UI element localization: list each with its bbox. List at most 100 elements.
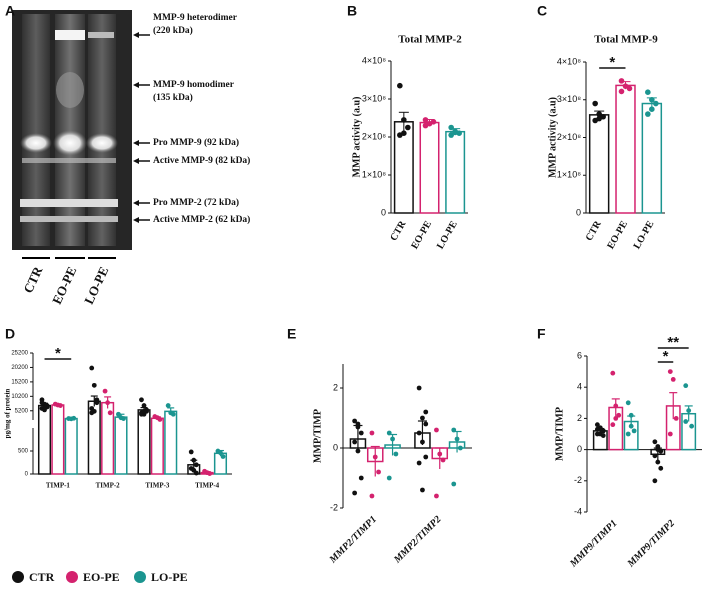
data-point [600,428,606,434]
y-axis-label: MMP activity (a.u) [547,97,558,178]
lane-label: LO-PE [81,264,111,306]
data-point [667,431,673,437]
data-point [58,403,63,408]
data-point [71,415,77,421]
data-point [193,470,199,476]
data-point [352,490,358,496]
data-point [358,430,364,436]
data-point [434,427,439,433]
x-tick-label: TIMP-2 [96,482,121,490]
data-point [139,397,144,403]
data-point [451,427,457,433]
data-point [141,408,147,414]
data-point [628,412,634,418]
data-point [358,475,364,481]
lane-label: EO-PE [49,264,79,306]
chart-title: Total MMP-9 [594,34,658,46]
data-point [420,439,425,445]
bar [419,121,440,214]
data-point [401,117,407,123]
data-point [352,418,358,424]
data-point [652,439,658,445]
data-point [218,450,223,456]
bar [114,416,128,475]
data-point [102,388,108,394]
band-label: (135 kDa) [153,92,193,103]
data-point [401,130,407,136]
band-label: Pro MMP-9 (92 kDa) [153,137,239,148]
data-point [105,400,111,406]
legend-marker [12,571,24,583]
panel-letter: E [287,326,296,342]
y-tick-label: 1×10⁸ [557,170,581,180]
data-point [645,89,651,95]
data-point [655,459,661,465]
significance-label: ** [667,334,679,351]
legend-label: EO-PE [83,570,120,584]
legend-label: LO-PE [151,570,188,584]
data-point [440,457,446,463]
data-point [165,403,171,408]
data-point [652,453,658,459]
data-point [618,78,625,84]
y-tick-label: 2 [577,413,582,423]
data-point [416,430,422,436]
data-point [631,428,637,434]
data-point [170,411,176,417]
legend-label: CTR [29,570,55,584]
data-point [626,85,633,92]
panel-letter: C [537,3,547,19]
data-point [683,383,689,389]
x-tick-label: LO-PE [435,219,460,251]
data-point [386,475,392,481]
data-point [448,132,454,138]
data-point [600,433,606,438]
band-label: (220 kDa) [153,25,193,36]
bar [641,102,663,214]
data-point [220,454,226,459]
data-point [390,436,395,442]
data-point [655,447,661,452]
data-point [618,88,625,95]
panel-letter: F [537,326,546,342]
panel-letter: D [5,326,15,342]
data-point [91,382,97,388]
y-tick-label: 3×10⁸ [557,94,581,104]
bar [445,130,466,214]
x-tick-label: TIMP-1 [46,482,71,490]
lane-label: CTR [20,264,45,296]
data-point [667,369,673,374]
x-tick-label: EO-PE [409,219,434,251]
x-tick-label: TIMP-4 [195,482,220,490]
band-arrowhead [133,32,139,38]
data-point [352,439,358,445]
panel-letter: A [5,3,15,19]
significance-label: * [663,348,669,365]
x-tick-label: EO-PE [605,219,630,251]
data-point [420,487,425,493]
y-tick-label: -2 [574,475,582,485]
data-point [434,493,439,499]
data-point [613,416,619,421]
data-point [355,448,361,454]
data-point [422,122,429,129]
data-point [416,460,422,466]
data-point [625,400,631,406]
y-tick-label: 2 [333,382,338,392]
data-point [423,409,429,415]
y-tick-label: 20200 [11,365,28,371]
y-tick-label: 3×10⁸ [362,93,386,103]
data-point [193,462,199,468]
data-point [405,124,411,131]
data-point [653,100,659,107]
data-point [207,471,213,476]
data-point [437,451,443,457]
data-point [454,436,460,442]
y-tick-label: -2 [330,502,338,512]
y-tick-label: 0 [381,207,386,217]
data-point [596,115,602,122]
y-tick-label: 15200 [11,379,28,385]
data-point [157,417,163,422]
data-point [423,421,429,427]
